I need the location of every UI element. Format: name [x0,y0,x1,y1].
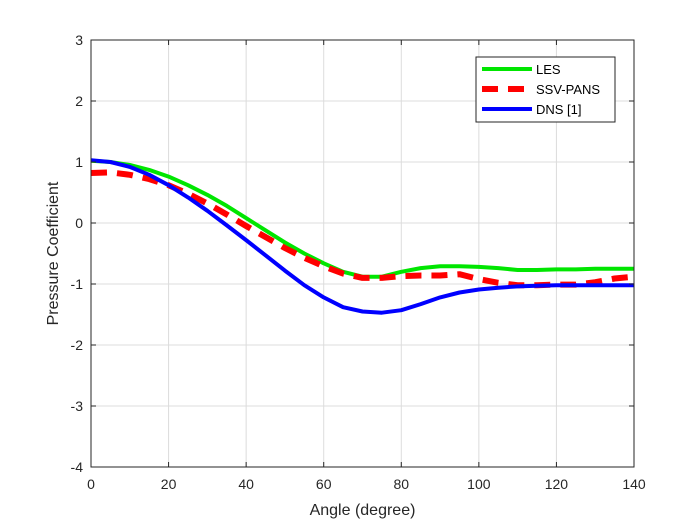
y-tick-label: 1 [75,154,83,170]
x-tick-label: 60 [316,476,332,492]
x-tick-label: 100 [467,476,491,492]
y-tick-label: 2 [75,93,83,109]
series-lines [90,158,635,315]
y-tick-label: -2 [71,337,84,353]
x-axis-label: Angle (degree) [310,502,416,519]
y-tick-label: 3 [75,32,83,48]
axis-ticks: 0 20 40 60 80 100 120 140 -4 -3 -2 -1 0 1 2 3 [71,32,646,492]
plot-frame [90,39,635,468]
y-tick-label: -1 [71,276,84,292]
legend-label: SSV-PANS [536,82,600,97]
y-tick-label: 0 [75,215,83,231]
y-tick-label: -4 [71,459,84,475]
legend-label: DNS [1] [536,102,582,117]
x-tick-label: 80 [393,476,409,492]
x-tick-label: 20 [161,476,177,492]
legend: LES SSV-PANS DNS [1] [475,56,616,123]
x-tick-label: 0 [87,476,95,492]
legend-label: LES [536,62,561,77]
series-line-dns-1 [90,158,634,315]
y-tick-label: -3 [71,398,84,414]
x-tick-label: 120 [545,476,569,492]
x-tick-label: 40 [238,476,254,492]
x-tick-label: 140 [622,476,646,492]
y-axis-label: Pressure Coefficient [45,181,62,325]
